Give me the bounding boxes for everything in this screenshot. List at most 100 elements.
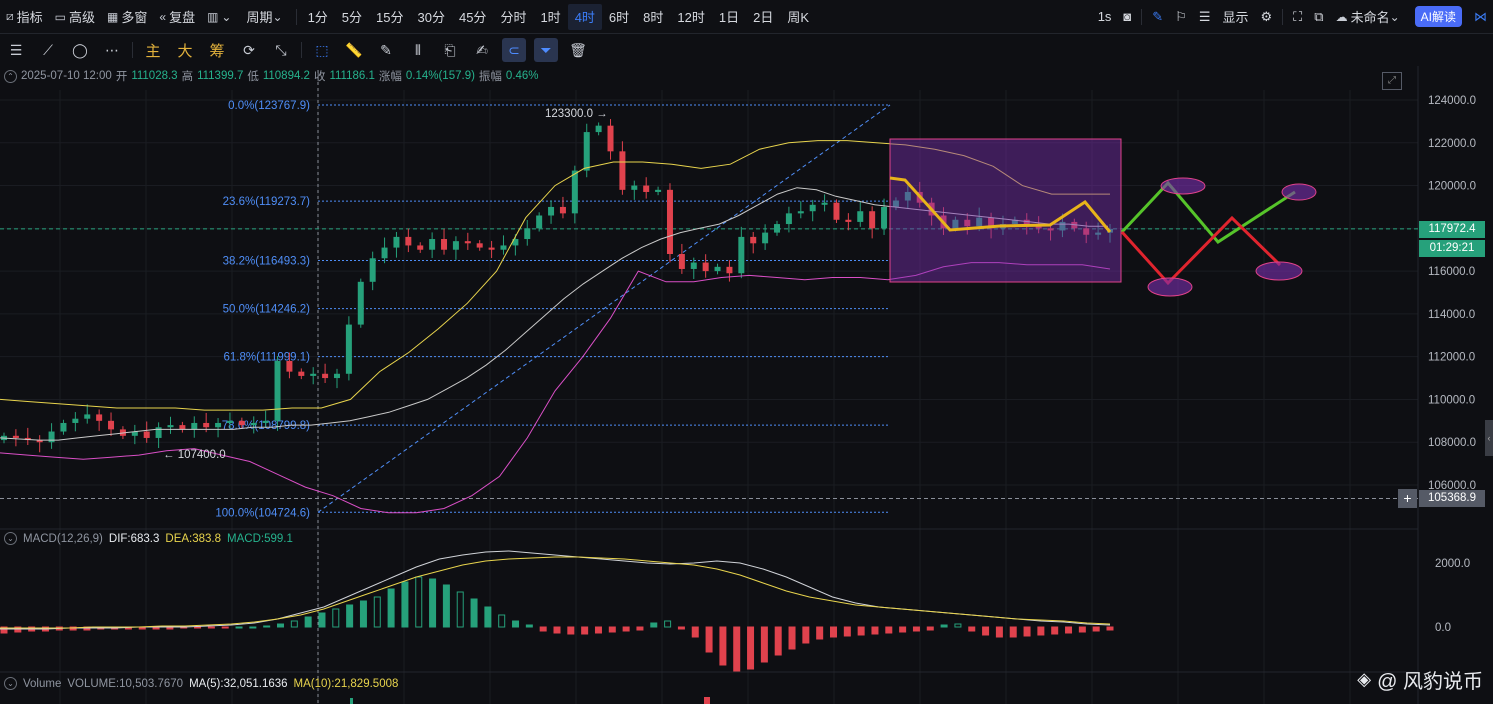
collapse-icon[interactable]: ⌄	[4, 532, 17, 545]
candle-body	[726, 266, 733, 274]
candle-body	[488, 247, 495, 250]
seconds-button[interactable]: 1s	[1097, 9, 1112, 24]
macd-bar	[968, 626, 976, 632]
interval-3[interactable]: 30分	[417, 10, 445, 25]
candle-body	[548, 206, 555, 216]
flag-icon[interactable]: ⚐	[1175, 8, 1187, 24]
interval-1[interactable]: 5分	[341, 10, 363, 25]
macd-bar	[719, 626, 727, 666]
candle-body	[60, 422, 67, 432]
side-panel-handle[interactable]: ‹	[1485, 420, 1493, 456]
multi-window-button[interactable]: ▦ 多窗	[101, 0, 153, 33]
trash-icon[interactable]: 🗑	[569, 41, 587, 58]
macd-bar	[484, 606, 492, 628]
interval-4[interactable]: 45分	[458, 10, 487, 25]
candle-body	[1083, 228, 1090, 235]
macd-bar	[1092, 626, 1100, 632]
amp-label: 振幅	[478, 71, 502, 83]
fib-label: 0.0%(123767.9)	[228, 100, 310, 112]
candle-body	[441, 239, 448, 250]
interval-12[interactable]: 2日	[753, 10, 774, 25]
pen-icon[interactable]: ✎	[1152, 8, 1164, 24]
filter-icon[interactable]: ⏷	[534, 38, 558, 62]
macd-bar	[429, 578, 437, 628]
camera-icon[interactable]: ◙	[1123, 9, 1132, 24]
trendline-tool-icon[interactable]: ⟋	[43, 41, 53, 58]
main-force-button[interactable]: 主	[145, 42, 161, 60]
advanced-button[interactable]: ▭ 高级	[49, 0, 101, 33]
big-order-button[interactable]: 大	[177, 42, 193, 60]
bar-pattern-icon[interactable]: ⦀	[414, 41, 422, 58]
interval-11[interactable]: 1日	[718, 10, 740, 25]
candle-body	[845, 219, 852, 222]
candle-body	[322, 373, 329, 379]
collapse-icon[interactable]: ⌃	[4, 69, 17, 83]
open-value: 111028.3	[131, 70, 178, 82]
candle-body	[976, 217, 983, 227]
chart-type-button[interactable]: ▥ ⌄	[201, 0, 240, 33]
interval-0[interactable]: 1分	[307, 10, 328, 25]
rect-tool-icon[interactable]: ⬚	[315, 41, 329, 58]
list-icon[interactable]: ☰	[1198, 8, 1211, 24]
brush-icon[interactable]: ✎	[380, 41, 392, 58]
macd-bar	[1009, 626, 1017, 638]
settings-icon[interactable]: ⚙	[1260, 8, 1273, 24]
candle-body	[797, 211, 804, 214]
macd-bar	[332, 608, 340, 628]
macd-value: MACD:599.1	[227, 532, 293, 545]
chip-button[interactable]: 筹	[209, 42, 225, 60]
interval-13[interactable]: 周K	[787, 10, 809, 25]
ai-analysis-button[interactable]: AI解读	[1414, 6, 1462, 27]
macd-bar	[733, 626, 741, 672]
layout-icon[interactable]: ⧉	[1314, 8, 1324, 24]
indicator-button[interactable]: ⧄ 指标	[0, 0, 49, 33]
share-icon[interactable]: ⋈	[1474, 8, 1487, 24]
macd-dif-line	[0, 550, 1111, 630]
candle-body	[238, 420, 245, 426]
target-ellipse	[1281, 183, 1317, 201]
interval-7[interactable]: 4时	[567, 3, 602, 30]
fib-trendline	[317, 104, 891, 513]
refresh-tool-icon[interactable]: ⟳	[243, 41, 255, 58]
text-tool-icon[interactable]: ⎗	[444, 41, 456, 58]
cloud-save-button[interactable]: ☁ 未命名 ⌄	[1330, 0, 1409, 33]
macd-bar	[346, 604, 354, 628]
display-button[interactable]: 显示	[1222, 10, 1249, 25]
fib-label: 50.0%(114246.2)	[223, 304, 311, 316]
divider	[1282, 8, 1284, 25]
target-ellipse	[1147, 277, 1193, 297]
magnet-icon[interactable]: ⊂	[502, 38, 526, 62]
period-label: 周期	[246, 10, 273, 25]
macd-bar	[774, 626, 782, 656]
fullscreen-icon[interactable]: ⛶	[1293, 8, 1303, 24]
macd-bar	[539, 626, 547, 632]
macd-legend: ⌄ MACD(12,26,9) DIF:683.3 DEA:383.8 MACD…	[4, 532, 293, 545]
more-icon[interactable]: ⋯	[105, 41, 119, 58]
macd-bar	[705, 626, 713, 653]
candle-body	[583, 132, 590, 171]
candle-body	[203, 422, 210, 428]
candle-body	[476, 243, 483, 248]
candle-body	[274, 360, 281, 421]
ruler-icon[interactable]: 📏	[345, 41, 363, 58]
menu-icon[interactable]: ☰	[9, 41, 23, 58]
circle-tool-icon[interactable]: ◯	[72, 41, 88, 58]
interval-10[interactable]: 12时	[677, 10, 705, 25]
interval-2[interactable]: 15分	[376, 10, 404, 25]
candle-body	[619, 151, 626, 190]
candle-body	[655, 189, 662, 192]
interval-8[interactable]: 6时	[608, 10, 630, 25]
interval-5[interactable]: 分时	[500, 10, 527, 25]
note-icon[interactable]: ✍	[476, 41, 488, 58]
period-dropdown[interactable]: 周期 ⌄	[240, 0, 291, 33]
interval-6[interactable]: 1时	[540, 10, 561, 25]
cursor-tool-icon[interactable]: ⤡	[275, 41, 287, 58]
replay-button[interactable]: «复盘	[153, 0, 201, 33]
interval-9[interactable]: 8时	[643, 10, 664, 25]
candle-body	[155, 427, 162, 438]
chevron-down-icon: ⌄	[272, 9, 283, 24]
expand-icon[interactable]: ⤢	[1382, 72, 1402, 90]
collapse-icon[interactable]: ⌄	[4, 677, 17, 690]
add-alert-icon[interactable]: +	[1398, 489, 1417, 508]
